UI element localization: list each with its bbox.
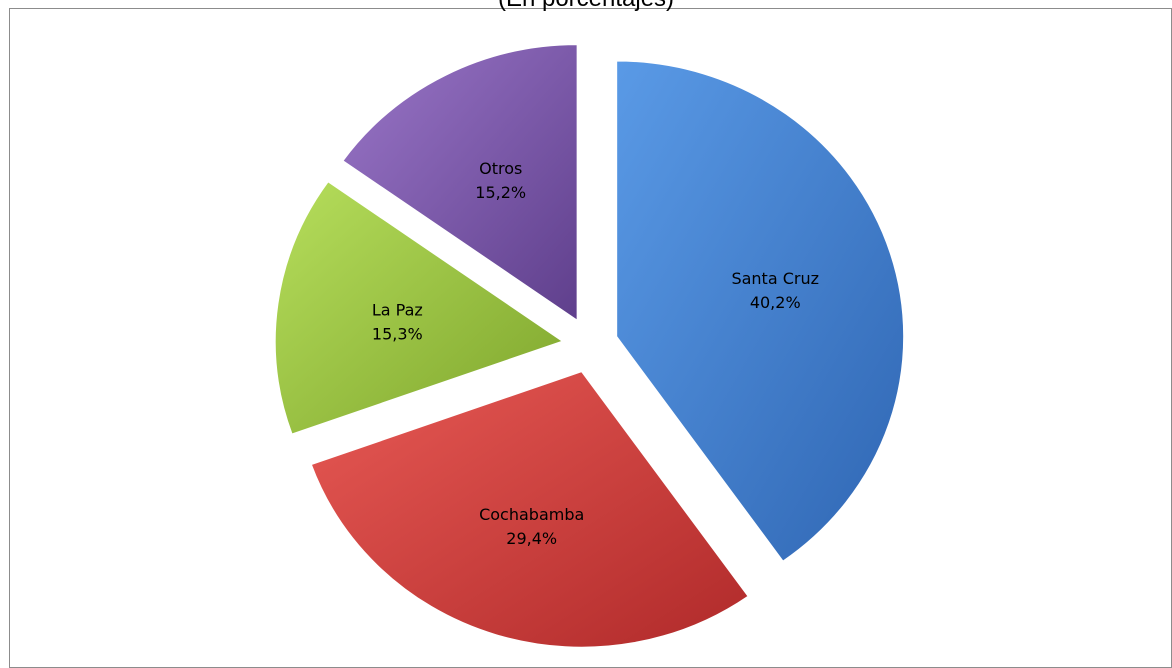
chart-subtitle: (En porcentajes) xyxy=(0,0,1172,14)
slice-label: La Paz xyxy=(372,300,423,319)
pie-slice-otros xyxy=(342,44,578,322)
slice-value-label: 29,4% xyxy=(506,529,557,548)
slice-label: Otros xyxy=(479,159,522,178)
pie-slice-santa-cruz xyxy=(616,60,905,562)
slice-value-label: 15,3% xyxy=(372,324,423,343)
pie-chart: Santa Cruz 40,2% Cochabamba 29,4% La Paz 15,3… xyxy=(274,44,905,648)
slice-label: Cochabamba xyxy=(479,505,584,524)
slice-value-label: 15,2% xyxy=(475,183,526,202)
slice-label: Santa Cruz xyxy=(731,269,819,288)
pie-slice-la-paz xyxy=(274,181,564,435)
pie-slice-cochabamba xyxy=(310,371,749,648)
slice-value-label: 40,2% xyxy=(750,293,801,312)
